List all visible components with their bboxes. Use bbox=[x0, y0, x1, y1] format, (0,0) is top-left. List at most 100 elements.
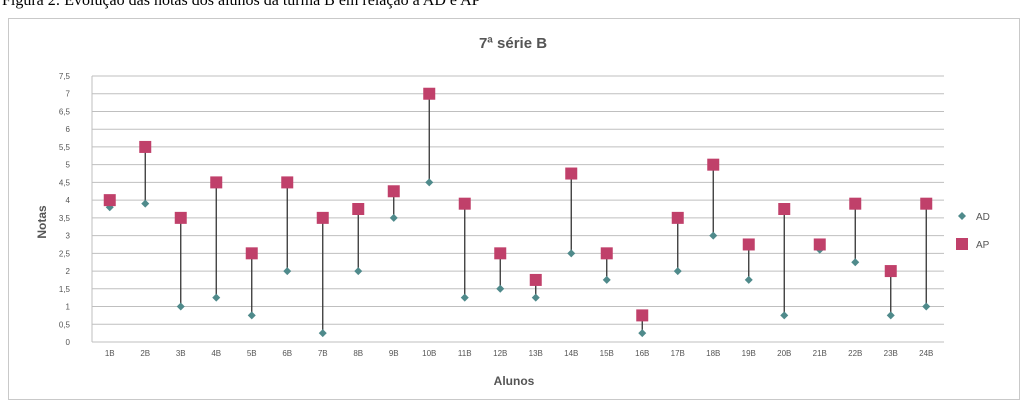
y-tick-label: 4 bbox=[66, 196, 71, 205]
chart-title: 7ª série B bbox=[479, 35, 547, 52]
legend: AD AP bbox=[956, 212, 990, 251]
x-tick-label: 6B bbox=[282, 349, 292, 358]
ad-point bbox=[141, 199, 150, 208]
ad-point bbox=[851, 258, 860, 267]
ad-point bbox=[744, 275, 753, 284]
ad-point bbox=[496, 284, 505, 293]
ap-point bbox=[352, 203, 365, 215]
x-tick-label: 5B bbox=[247, 349, 257, 358]
ad-point bbox=[425, 178, 434, 187]
connector-lines bbox=[109, 93, 927, 334]
x-tick-label: 4B bbox=[211, 349, 221, 358]
x-tick-label: 14B bbox=[564, 349, 578, 358]
ap-point bbox=[671, 211, 684, 224]
ap-point bbox=[139, 140, 152, 153]
ap-point bbox=[565, 167, 578, 180]
ap-point bbox=[387, 185, 400, 198]
ap-point bbox=[600, 247, 613, 260]
y-tick-label: 2 bbox=[66, 267, 71, 276]
ap-point bbox=[210, 176, 223, 189]
ap-point bbox=[281, 176, 294, 189]
x-tick-label: 10B bbox=[422, 349, 436, 358]
ap-point bbox=[494, 247, 507, 260]
x-tick-label: 13B bbox=[529, 349, 543, 358]
x-tick-label: 2B bbox=[140, 349, 150, 358]
x-tick-label: 22B bbox=[848, 349, 862, 358]
x-tick-label: 8B bbox=[353, 349, 363, 358]
x-tick-label: 23B bbox=[884, 349, 898, 358]
ad-point bbox=[602, 275, 611, 284]
ad-point bbox=[709, 231, 718, 240]
ad-point bbox=[886, 311, 895, 320]
y-tick-label: 1,5 bbox=[59, 285, 71, 294]
ad-point bbox=[212, 293, 221, 302]
ad-point bbox=[780, 311, 789, 320]
legend-ad-marker bbox=[958, 212, 966, 220]
ap-point bbox=[849, 197, 862, 210]
y-tick-labels: 0 0,5 1 1,5 2 2,5 3 3,5 4 4,5 5 5,5 6 6,5 7 7,5 bbox=[59, 72, 71, 347]
x-tick-label: 24B bbox=[919, 349, 933, 358]
y-tick-label: 0,5 bbox=[59, 320, 71, 329]
ap-point bbox=[742, 238, 755, 251]
x-tick-label: 17B bbox=[671, 349, 685, 358]
y-tick-label: 4,5 bbox=[59, 178, 71, 187]
ap-point bbox=[884, 265, 897, 278]
x-tick-label: 21B bbox=[813, 349, 827, 358]
ad-point bbox=[354, 267, 363, 276]
y-axis-label: Notas bbox=[35, 205, 49, 239]
x-tick-label: 9B bbox=[389, 349, 399, 358]
ap-point bbox=[636, 309, 649, 322]
ad-point bbox=[318, 329, 327, 338]
ap-point bbox=[316, 211, 329, 224]
ad-point bbox=[247, 311, 256, 320]
ap-point bbox=[707, 158, 720, 171]
ap-point bbox=[245, 247, 258, 260]
ad-point bbox=[638, 329, 647, 338]
y-tick-label: 0 bbox=[66, 338, 71, 347]
x-tick-label: 12B bbox=[493, 349, 507, 358]
y-tick-label: 7,5 bbox=[59, 72, 71, 81]
y-tick-label: 6,5 bbox=[59, 107, 71, 116]
y-tick-label: 7 bbox=[66, 90, 71, 99]
x-tick-label: 1B bbox=[105, 349, 115, 358]
legend-ap-label: AP bbox=[976, 240, 990, 251]
data-markers bbox=[103, 87, 933, 338]
x-tick-label: 16B bbox=[635, 349, 649, 358]
x-tick-label: 18B bbox=[706, 349, 720, 358]
grid-lines bbox=[91, 75, 944, 343]
x-tick-label: 20B bbox=[777, 349, 791, 358]
ap-point bbox=[423, 87, 436, 100]
legend-ad-label: AD bbox=[976, 212, 990, 223]
figure-caption: Figura 2: Evolução das notas dos alunos … bbox=[2, 0, 481, 9]
y-tick-label: 1 bbox=[66, 303, 71, 312]
ad-point bbox=[531, 293, 540, 302]
ap-point bbox=[529, 273, 542, 286]
y-tick-label: 3,5 bbox=[59, 214, 71, 223]
x-tick-label: 7B bbox=[318, 349, 328, 358]
ad-point bbox=[389, 213, 398, 222]
ad-point bbox=[460, 293, 469, 302]
ap-point bbox=[920, 197, 933, 210]
y-tick-label: 5 bbox=[66, 161, 71, 170]
ad-point bbox=[283, 267, 292, 276]
ad-point bbox=[922, 302, 931, 311]
ap-point bbox=[103, 194, 116, 207]
y-tick-label: 5,5 bbox=[59, 143, 71, 152]
y-tick-label: 2,5 bbox=[59, 249, 71, 258]
x-tick-label: 19B bbox=[742, 349, 756, 358]
ap-point bbox=[813, 238, 826, 251]
ap-point bbox=[778, 203, 791, 215]
legend-ap-marker bbox=[956, 238, 968, 250]
x-tick-label: 11B bbox=[458, 349, 472, 358]
y-tick-label: 6 bbox=[66, 125, 71, 134]
x-axis-label: Alunos bbox=[494, 374, 535, 388]
ad-point bbox=[567, 249, 576, 258]
ap-point bbox=[458, 197, 471, 210]
ap-point bbox=[174, 211, 187, 224]
x-tick-label: 3B bbox=[176, 349, 186, 358]
x-tick-label: 15B bbox=[600, 349, 614, 358]
y-tick-label: 3 bbox=[66, 232, 71, 241]
ad-point bbox=[176, 302, 185, 311]
x-tick-labels: 1B 2B 3B 4B 5B 6B 7B 8B 9B 10B 11B 12B 13B 14B 15B 16B 1… bbox=[105, 349, 934, 358]
